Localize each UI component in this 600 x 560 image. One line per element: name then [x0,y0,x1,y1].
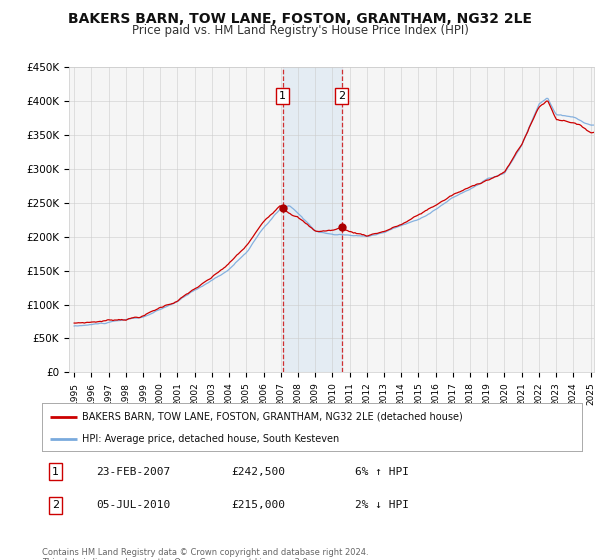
Text: Price paid vs. HM Land Registry's House Price Index (HPI): Price paid vs. HM Land Registry's House … [131,24,469,36]
Text: HPI: Average price, detached house, South Kesteven: HPI: Average price, detached house, Sout… [83,434,340,444]
Text: £215,000: £215,000 [231,501,285,510]
Text: BAKERS BARN, TOW LANE, FOSTON, GRANTHAM, NG32 2LE (detached house): BAKERS BARN, TOW LANE, FOSTON, GRANTHAM,… [83,412,463,422]
Text: £242,500: £242,500 [231,467,285,477]
Text: BAKERS BARN, TOW LANE, FOSTON, GRANTHAM, NG32 2LE: BAKERS BARN, TOW LANE, FOSTON, GRANTHAM,… [68,12,532,26]
Text: 05-JUL-2010: 05-JUL-2010 [96,501,170,510]
Text: 23-FEB-2007: 23-FEB-2007 [96,467,170,477]
Text: Contains HM Land Registry data © Crown copyright and database right 2024.
This d: Contains HM Land Registry data © Crown c… [42,548,368,560]
Text: 2: 2 [338,91,345,101]
Text: 1: 1 [279,91,286,101]
Text: 2% ↓ HPI: 2% ↓ HPI [355,501,409,510]
Text: 2: 2 [52,501,59,510]
Text: 6% ↑ HPI: 6% ↑ HPI [355,467,409,477]
Bar [283,67,341,372]
Text: 1: 1 [52,467,59,477]
